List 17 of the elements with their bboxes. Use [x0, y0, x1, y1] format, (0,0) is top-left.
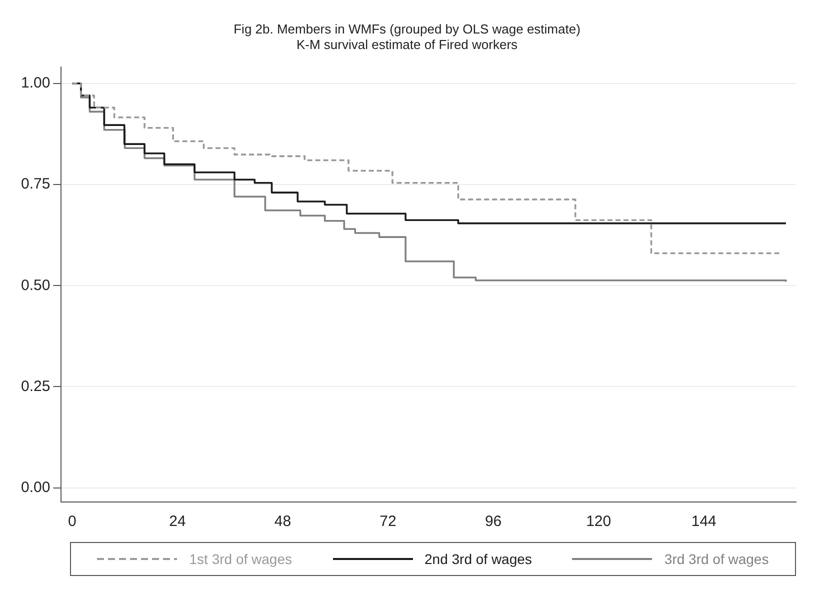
text: Fig 2b. Members in WMFs (grouped by OLS wage estimate): [234, 21, 580, 36]
y-tick-label: 1.00: [20, 74, 50, 92]
text: 2nd 3rd of wages: [424, 551, 532, 567]
x-tick-label: 24: [169, 513, 186, 530]
y-tick-label: 0.50: [20, 276, 50, 294]
y-tick-label: 0.75: [20, 176, 50, 193]
y-tick-label: 0.00: [20, 478, 50, 496]
x-tick-label: 96: [484, 513, 502, 530]
text: K-M survival estimate of Fired workers: [296, 36, 518, 52]
x-tick-label: 72: [380, 513, 396, 530]
text: 1st 3rd of wages: [189, 551, 292, 567]
text: 3rd 3rd of wages: [664, 551, 769, 567]
y-tick-label: 0.25: [20, 378, 50, 395]
x-tick-label: 120: [586, 513, 612, 530]
x-tick-label: 144: [691, 513, 716, 530]
x-tick-label: 48: [274, 513, 292, 530]
x-tick-label: 0: [68, 513, 76, 530]
